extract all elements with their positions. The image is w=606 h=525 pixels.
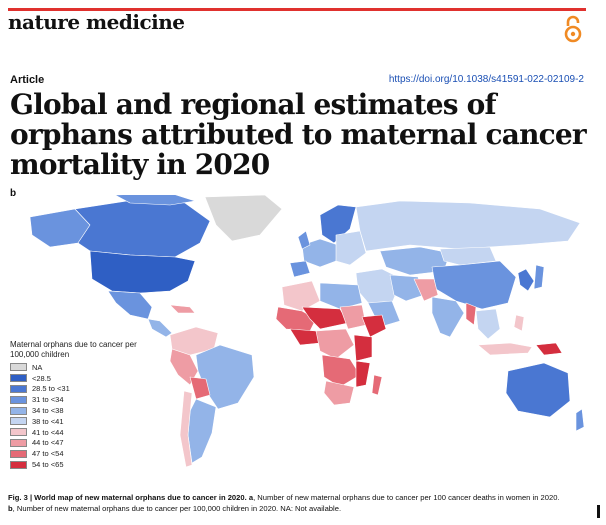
map-region-iberia [289,260,311,278]
caption-b-label: b [8,504,13,513]
legend-label: 47 to <54 [32,449,64,459]
article-type: Article [10,74,45,86]
map-region-australia [505,362,571,418]
map-region-gulf-guinea [289,328,321,346]
map-legend: Maternal orphans due to cancer per 100,0… [10,340,140,470]
legend-label: 38 to <41 [32,416,64,426]
legend-item: 44 to <47 [10,438,140,449]
legend-swatch [10,460,27,469]
map-region-korea-japan [517,268,535,292]
map-region-caribbean [169,304,196,314]
legend-item: <28.5 [10,373,140,384]
map-region-sahel [301,306,349,330]
legend-item: 47 to <54 [10,448,140,459]
map-region-bolivia [189,376,211,400]
map-region-japan [533,264,545,290]
legend-label: 31 to <34 [32,395,64,405]
map-region-myanmar [465,302,477,326]
legend-label: 44 to <47 [32,438,64,448]
map-region-madagascar [371,374,383,396]
legend-item: 38 to <41 [10,416,140,427]
text-cursor [597,505,600,518]
legend-item: 41 to <44 [10,427,140,438]
map-region-central-america [147,318,173,338]
map-region-indonesia [477,342,533,356]
legend-swatch [10,374,27,383]
legend-item: 31 to <34 [10,394,140,405]
legend-label: <28.5 [32,373,51,383]
legend-label: 54 to <65 [32,460,64,470]
legend-item: 28.5 to <31 [10,384,140,395]
legend-swatch [10,395,27,404]
legend-label: 34 to <38 [32,406,64,416]
map-region-pakistan-afghanistan [413,278,439,302]
legend-swatch [10,363,27,372]
map-region-canada [74,198,211,258]
map-region-canada-arctic [114,195,196,206]
open-access-icon [564,15,582,43]
map-region-chile [179,390,193,468]
legend-label: NA [32,362,43,372]
legend-item: 54 to <65 [10,459,140,470]
map-region-argentina [187,398,217,464]
figure-caption: Fig. 3 | World map of new maternal orpha… [8,492,583,514]
caption-b-text: , Number of new maternal orphans due to … [12,504,342,513]
map-region-eastern-europe [335,230,367,266]
map-region-peru [169,348,199,386]
legend-swatch [10,384,27,393]
map-region-greenland [204,195,283,242]
caption-a-text: , Number of new maternal orphans due to … [253,493,560,502]
map-region-southeast-asia [475,308,501,340]
map-region-philippines [513,314,525,332]
world-map [29,195,585,468]
map-region-horn-of-africa [361,314,387,338]
map-region-north-africa-east [319,282,363,310]
map-region-southern-africa-north [321,354,361,388]
header-rule [8,8,586,11]
map-region-south-africa [323,380,355,406]
map-region-north-africa-west [281,280,321,312]
map-region-east-africa [353,334,373,362]
legend-swatch [10,417,27,426]
map-region-papua [535,342,563,356]
map-region-china [431,260,517,310]
caption-a-label: a [248,493,254,502]
legend-swatch [10,428,27,437]
legend-swatch [10,438,27,447]
journal-name: nature medicine [8,10,185,34]
legend-item: NA [10,362,140,373]
legend-label: 28.5 to <31 [32,384,70,394]
legend-title: Maternal orphans due to cancer per 100,0… [10,340,137,359]
map-region-central-africa [315,328,355,360]
map-region-brazil [195,344,255,410]
map-region-uk [297,230,311,250]
legend-swatch [10,406,27,415]
map-region-usa [89,250,196,294]
map-region-mozambique [355,360,371,388]
map-region-india [431,296,465,338]
map-region-mexico [107,290,153,320]
map-region-scandinavia [319,204,357,244]
caption-label: Fig. 3 | World map of new maternal orpha… [8,493,247,502]
legend-item: 34 to <38 [10,405,140,416]
doi-link[interactable]: https://doi.org/10.1038/s41591-022-02109… [388,74,584,85]
legend-swatch [10,449,27,458]
map-region-new-zealand [575,408,585,432]
map-region-russia [355,200,581,252]
panel-label: b [10,188,17,199]
paper-title: Global and regional estimates of orphans… [10,88,587,181]
legend-label: 41 to <44 [32,427,64,437]
